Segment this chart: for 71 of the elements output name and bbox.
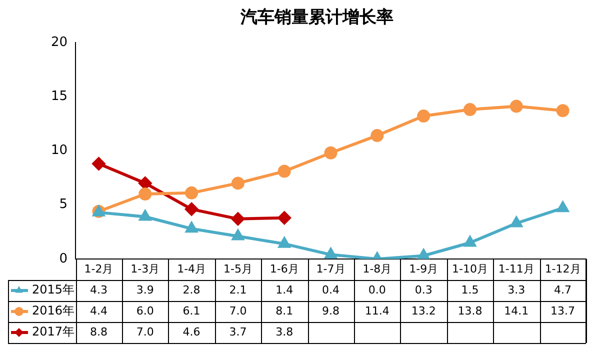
point: [278, 211, 291, 224]
x-tick-label: 1-6月: [270, 262, 299, 276]
legend-label: 2016年: [32, 304, 75, 318]
point: [231, 176, 244, 190]
data-label: 9.8: [322, 304, 340, 318]
point: [418, 249, 430, 259]
data-label: 6.1: [182, 304, 200, 318]
data-label: 8.8: [90, 325, 108, 338]
data-label: 1.4: [276, 283, 294, 296]
point: [463, 103, 476, 116]
chart-title: 汽车销量累计增长率: [240, 8, 394, 28]
x-tick-label: 1-5月: [223, 262, 252, 276]
data-label: 2.8: [182, 283, 200, 296]
legend-label: 2017年: [32, 324, 75, 339]
point: [138, 188, 152, 201]
data-label: 1.5: [461, 283, 479, 296]
x-tick-label: 1-3月: [130, 262, 160, 276]
data-label: 8.1: [276, 304, 294, 318]
point: [464, 236, 476, 247]
data-label: 11.4: [364, 304, 390, 318]
point: [324, 248, 337, 259]
y-tick-label: 10: [50, 143, 68, 158]
y-tick-label: 0: [59, 251, 68, 266]
y-tick-label: 15: [50, 88, 68, 104]
point: [556, 104, 570, 118]
point: [324, 146, 338, 160]
point: [186, 222, 198, 233]
point: [417, 110, 430, 123]
point: [185, 202, 198, 216]
data-label: 7.0: [229, 304, 247, 318]
x-tick-label: 1-9月: [409, 262, 438, 276]
x-tick-label: 1-10月: [452, 262, 488, 276]
x-tick-label: 1-11月: [498, 262, 534, 276]
data-label: 13.7: [550, 304, 576, 318]
data-label: 4.3: [90, 283, 108, 296]
x-tick-label: 1-4月: [177, 262, 206, 276]
data-label: 6.0: [136, 304, 154, 318]
point: [278, 237, 290, 248]
data-label: 13.2: [411, 304, 436, 318]
point: [556, 202, 569, 212]
point: [278, 164, 291, 178]
x-tick-label: 1-8月: [362, 262, 392, 276]
point: [510, 216, 522, 228]
data-label: 0.4: [322, 283, 340, 296]
data-label: 0.3: [414, 283, 432, 296]
point: [138, 176, 152, 190]
legend-label: 2015年: [32, 282, 75, 297]
data-label: 3.3: [508, 283, 526, 296]
point: [92, 157, 106, 170]
point: [231, 212, 244, 226]
data-label: 4.4: [90, 304, 108, 318]
point: [510, 100, 523, 113]
x-tick-label: 1-2月: [84, 262, 114, 276]
point: [185, 186, 198, 200]
data-label: 3.8: [276, 325, 294, 338]
data-label: 0.0: [368, 283, 386, 296]
y-tick-label: 5: [59, 197, 68, 212]
data-label: 2.1: [229, 283, 247, 296]
data-label: 4.6: [182, 325, 200, 338]
data-label: 3.9: [136, 283, 154, 296]
point: [139, 210, 151, 221]
data-label: 14.1: [504, 304, 529, 318]
data-label: 3.7: [229, 325, 247, 338]
x-tick-label: 1-7月: [316, 262, 346, 276]
point: [232, 230, 244, 240]
x-tick-label: 1-12月: [544, 262, 581, 276]
point: [370, 129, 384, 142]
data-label: 7.0: [136, 325, 154, 338]
data-label: 4.7: [554, 283, 572, 296]
data-label: 13.8: [458, 304, 482, 318]
y-tick-label: 20: [50, 34, 68, 50]
